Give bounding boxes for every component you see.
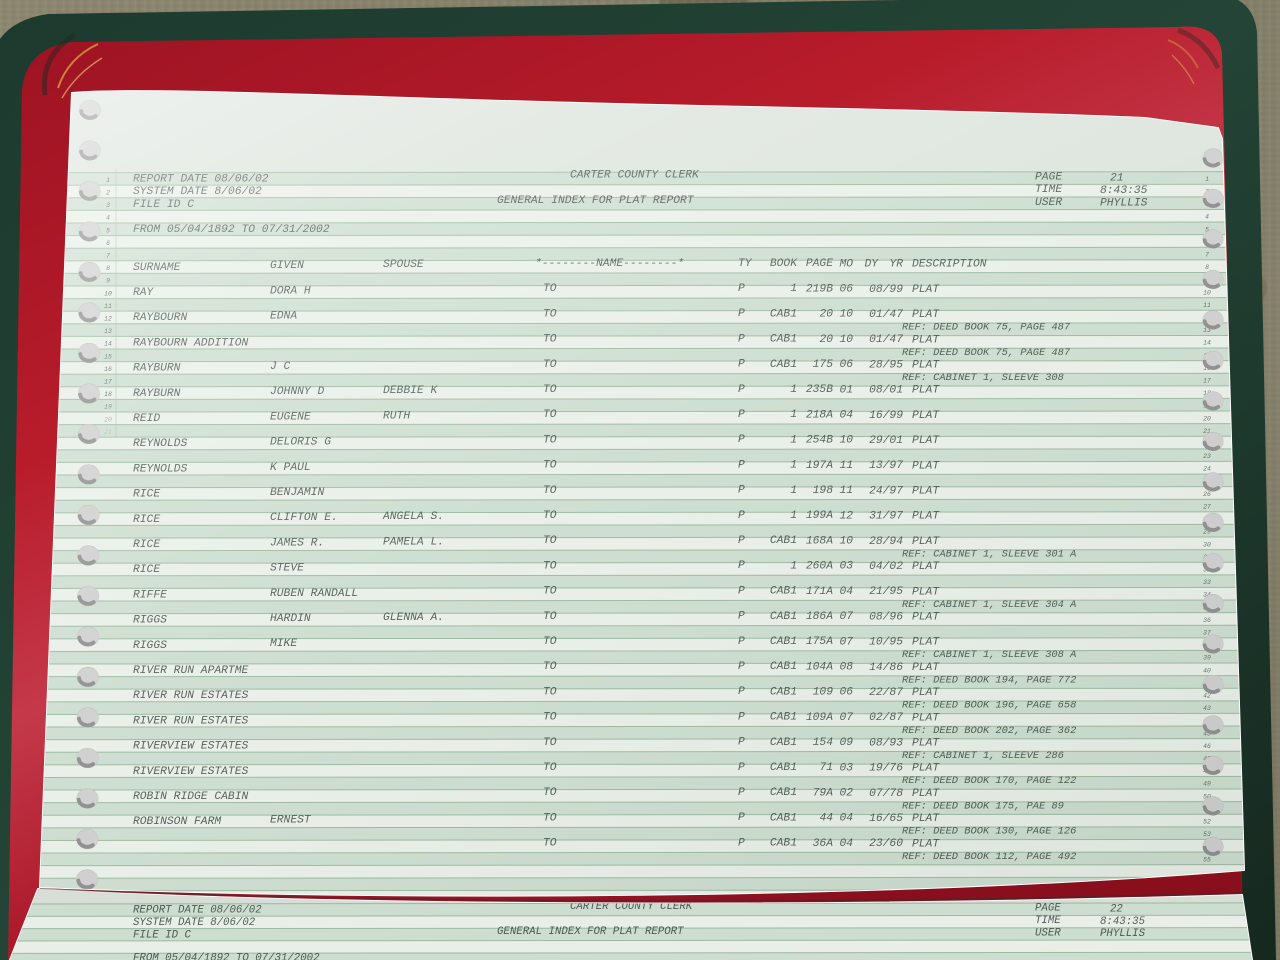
svg-text:FILE ID C: FILE ID C xyxy=(133,929,191,941)
svg-text:8:43:35: 8:43:35 xyxy=(1100,916,1146,928)
svg-text:USER: USER xyxy=(1035,927,1061,939)
svg-text:REPORT DATE 08/06/02: REPORT DATE 08/06/02 xyxy=(133,905,262,917)
svg-text:PAGE: PAGE xyxy=(1035,903,1061,915)
svg-text:SYSTEM DATE 8/06/02: SYSTEM DATE 8/06/02 xyxy=(133,917,256,929)
svg-text:GENERAL INDEX FOR PLAT REPORT: GENERAL INDEX FOR PLAT REPORT xyxy=(497,926,684,938)
svg-text:FROM 05/04/1892 TO 07/31/2002: FROM 05/04/1892 TO 07/31/2002 xyxy=(133,953,320,960)
svg-text:TIME: TIME xyxy=(1035,915,1061,927)
svg-text:22: 22 xyxy=(1110,904,1123,916)
svg-text:PHYLLIS: PHYLLIS xyxy=(1100,928,1146,940)
